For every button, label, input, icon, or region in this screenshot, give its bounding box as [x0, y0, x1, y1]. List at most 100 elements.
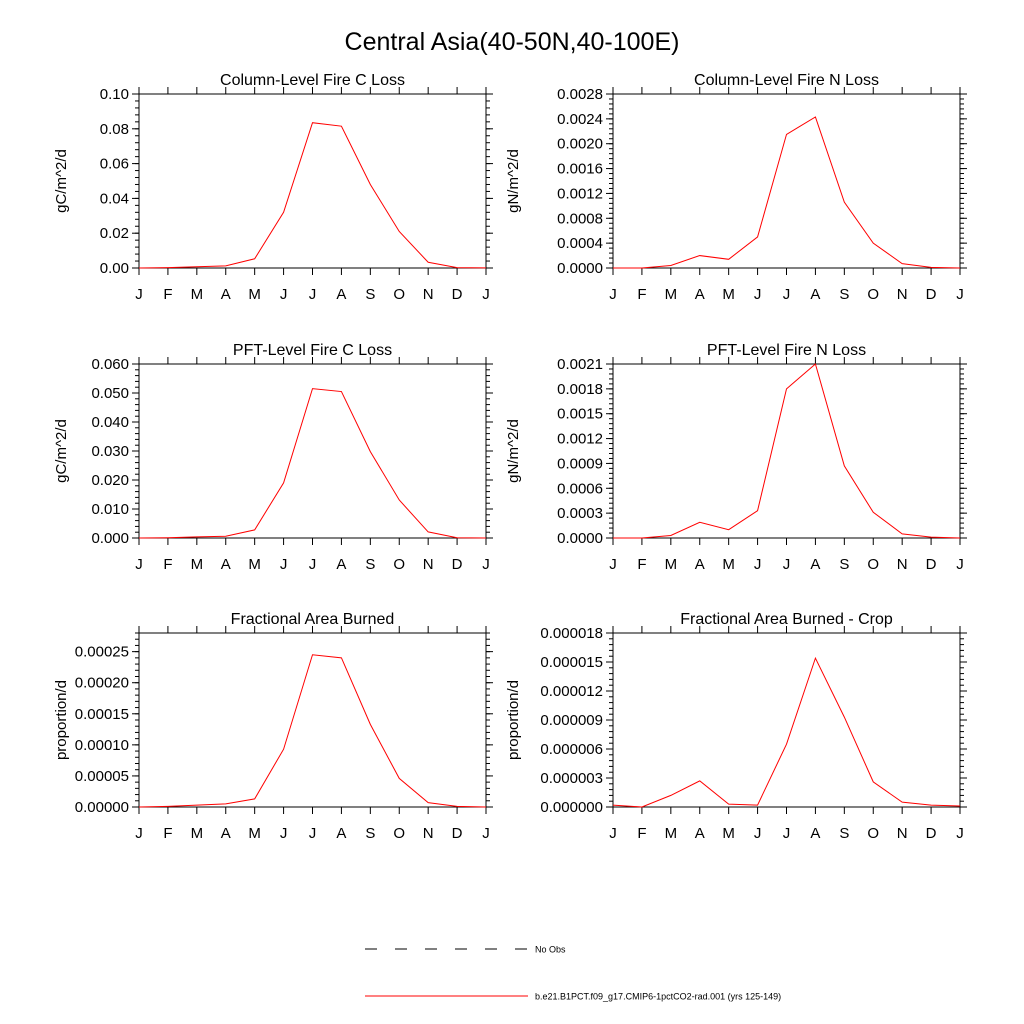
y-tick-label: 0.0008 — [557, 210, 603, 227]
series-line — [138, 654, 487, 808]
plot-frame — [612, 632, 961, 808]
x-tick-label: S — [839, 825, 849, 842]
y-tick-label: 0.00000 — [75, 799, 129, 816]
x-tick-label: O — [393, 556, 405, 573]
x-tick-label: J — [609, 286, 617, 303]
x-tick-label: A — [221, 286, 231, 303]
x-tick-label: J — [754, 556, 762, 573]
panel-title: PFT-Level Fire C Loss — [233, 342, 392, 359]
y-tick-label: 0.030 — [91, 443, 129, 460]
panel-title: PFT-Level Fire N Loss — [707, 342, 866, 359]
x-tick-label: A — [221, 825, 231, 842]
x-tick-label: J — [956, 286, 964, 303]
y-tick-label: 0.000009 — [540, 712, 603, 729]
y-axis-label: proportion/d — [505, 680, 522, 760]
legend-obs-label: No Obs — [535, 945, 566, 955]
x-tick-label: M — [665, 556, 678, 573]
x-tick-label: J — [135, 825, 143, 842]
y-tick-label: 0.000003 — [540, 770, 603, 787]
y-tick-label: 0.00010 — [75, 737, 129, 754]
y-tick-label: 0.00 — [100, 260, 129, 277]
x-tick-label: M — [665, 825, 678, 842]
x-tick-label: M — [191, 286, 204, 303]
y-tick-label: 0.0015 — [557, 406, 603, 423]
y-tick-label: 0.0020 — [557, 136, 603, 153]
panel-title: Column-Level Fire N Loss — [694, 72, 879, 89]
y-tick-label: 0.000015 — [540, 654, 603, 671]
y-tick-label: 0.0012 — [557, 185, 603, 202]
y-tick-label: 0.0004 — [557, 235, 603, 252]
x-tick-label: D — [452, 286, 463, 303]
x-tick-label: J — [482, 556, 490, 573]
y-tick-label: 0.10 — [100, 86, 129, 103]
y-tick-label: 0.08 — [100, 121, 129, 138]
x-tick-label: A — [810, 286, 820, 303]
x-tick-label: J — [280, 825, 288, 842]
x-tick-label: D — [926, 825, 937, 842]
x-tick-label: J — [135, 286, 143, 303]
y-tick-label: 0.00020 — [75, 675, 129, 692]
x-tick-label: J — [280, 286, 288, 303]
y-tick-label: 0.0012 — [557, 431, 603, 448]
y-axis-label: gN/m^2/d — [505, 149, 522, 213]
y-tick-label: 0.0021 — [557, 356, 603, 373]
y-axis-label: gC/m^2/d — [53, 149, 70, 213]
x-tick-label: M — [722, 825, 735, 842]
y-tick-label: 0.0018 — [557, 381, 603, 398]
x-tick-label: A — [695, 286, 705, 303]
x-tick-label: F — [163, 286, 172, 303]
x-tick-label: M — [191, 556, 204, 573]
x-tick-label: A — [336, 556, 346, 573]
y-tick-label: 0.0000 — [557, 530, 603, 547]
x-tick-label: S — [365, 825, 375, 842]
x-tick-label: M — [248, 286, 261, 303]
y-tick-label: 0.000 — [91, 530, 129, 547]
x-tick-label: D — [926, 556, 937, 573]
panel-title: Fractional Area Burned - Crop — [680, 611, 893, 628]
y-tick-label: 0.0024 — [557, 111, 603, 128]
x-tick-label: A — [695, 556, 705, 573]
x-tick-label: O — [867, 286, 879, 303]
plot-frame — [612, 93, 961, 269]
x-tick-label: S — [365, 286, 375, 303]
x-tick-label: N — [423, 825, 434, 842]
x-tick-label: O — [393, 286, 405, 303]
page-title: Central Asia(40-50N,40-100E) — [345, 28, 680, 56]
y-tick-label: 0.0016 — [557, 161, 603, 178]
x-tick-label: O — [867, 825, 879, 842]
x-tick-label: J — [135, 556, 143, 573]
plot-frame — [138, 93, 487, 269]
y-axis-label: proportion/d — [53, 680, 70, 760]
x-tick-label: J — [482, 825, 490, 842]
x-tick-label: J — [754, 286, 762, 303]
y-tick-label: 0.0006 — [557, 480, 603, 497]
x-tick-label: J — [482, 286, 490, 303]
series-line — [138, 388, 487, 539]
x-tick-label: D — [452, 825, 463, 842]
y-tick-label: 0.000018 — [540, 625, 603, 642]
x-tick-label: J — [280, 556, 288, 573]
y-tick-label: 0.00005 — [75, 768, 129, 785]
x-tick-label: D — [452, 556, 463, 573]
x-tick-label: M — [191, 825, 204, 842]
x-tick-label: F — [163, 556, 172, 573]
y-tick-label: 0.0000 — [557, 260, 603, 277]
y-tick-label: 0.000012 — [540, 683, 603, 700]
y-axis-label: gN/m^2/d — [505, 419, 522, 483]
x-tick-label: J — [956, 825, 964, 842]
y-tick-label: 0.04 — [100, 190, 129, 207]
y-tick-label: 0.06 — [100, 156, 129, 173]
legend: No Obs b.e21.B1PCT.f09_g17.CMIP6-1pctCO2… — [365, 945, 781, 1002]
x-tick-label: A — [336, 286, 346, 303]
plot-frame — [138, 632, 487, 808]
x-tick-label: N — [897, 556, 908, 573]
x-tick-label: F — [637, 825, 646, 842]
y-tick-label: 0.050 — [91, 385, 129, 402]
x-tick-label: F — [637, 286, 646, 303]
x-tick-label: A — [336, 825, 346, 842]
